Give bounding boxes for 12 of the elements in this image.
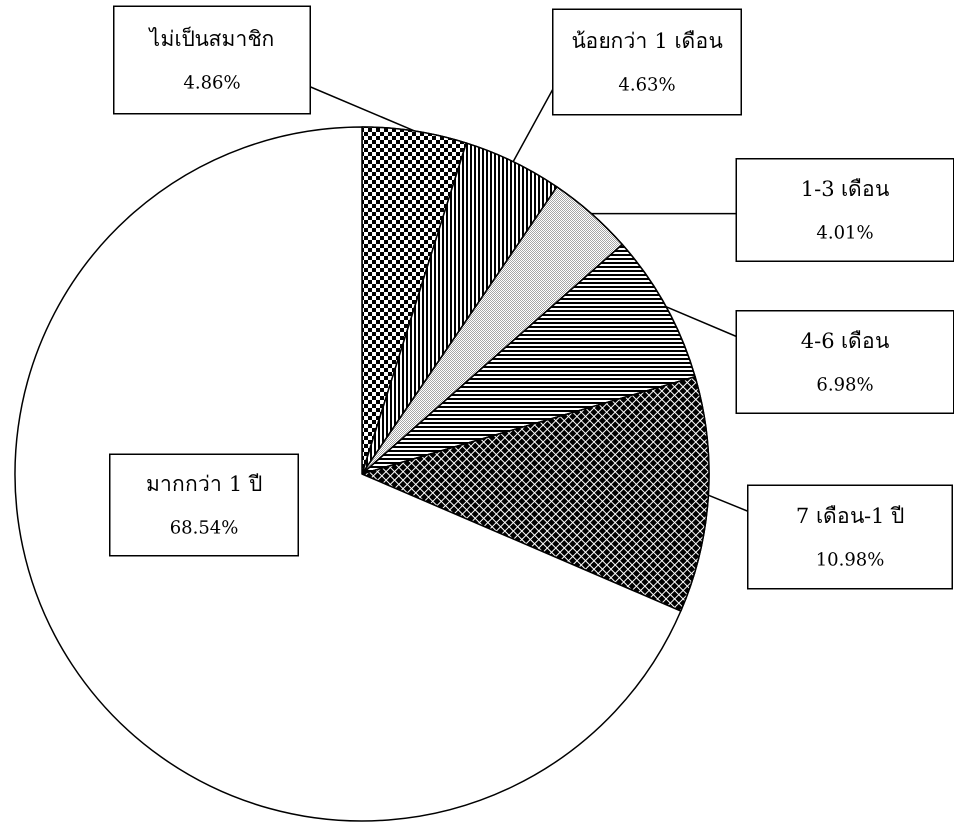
slice-label: มากกว่า 1 ปี bbox=[146, 472, 262, 496]
data-label: 4.01% bbox=[816, 222, 874, 244]
slice-label: 7 เดือน-1 ปี bbox=[796, 504, 904, 528]
slice-label: ไม่เป็นสมาชิก bbox=[148, 25, 274, 51]
data-label: 10.98% bbox=[816, 550, 884, 570]
data-label: 4.63% bbox=[618, 74, 676, 96]
slice-label: น้อยกว่า 1 เดือน bbox=[572, 29, 722, 53]
slice-label: 1-3 เดือน bbox=[800, 177, 890, 201]
slice-label: 4-6 เดือน bbox=[800, 329, 890, 353]
data-label: 4.86% bbox=[183, 72, 241, 94]
data-label: 6.98% bbox=[816, 374, 874, 396]
data-label: 68.54% bbox=[170, 518, 238, 538]
